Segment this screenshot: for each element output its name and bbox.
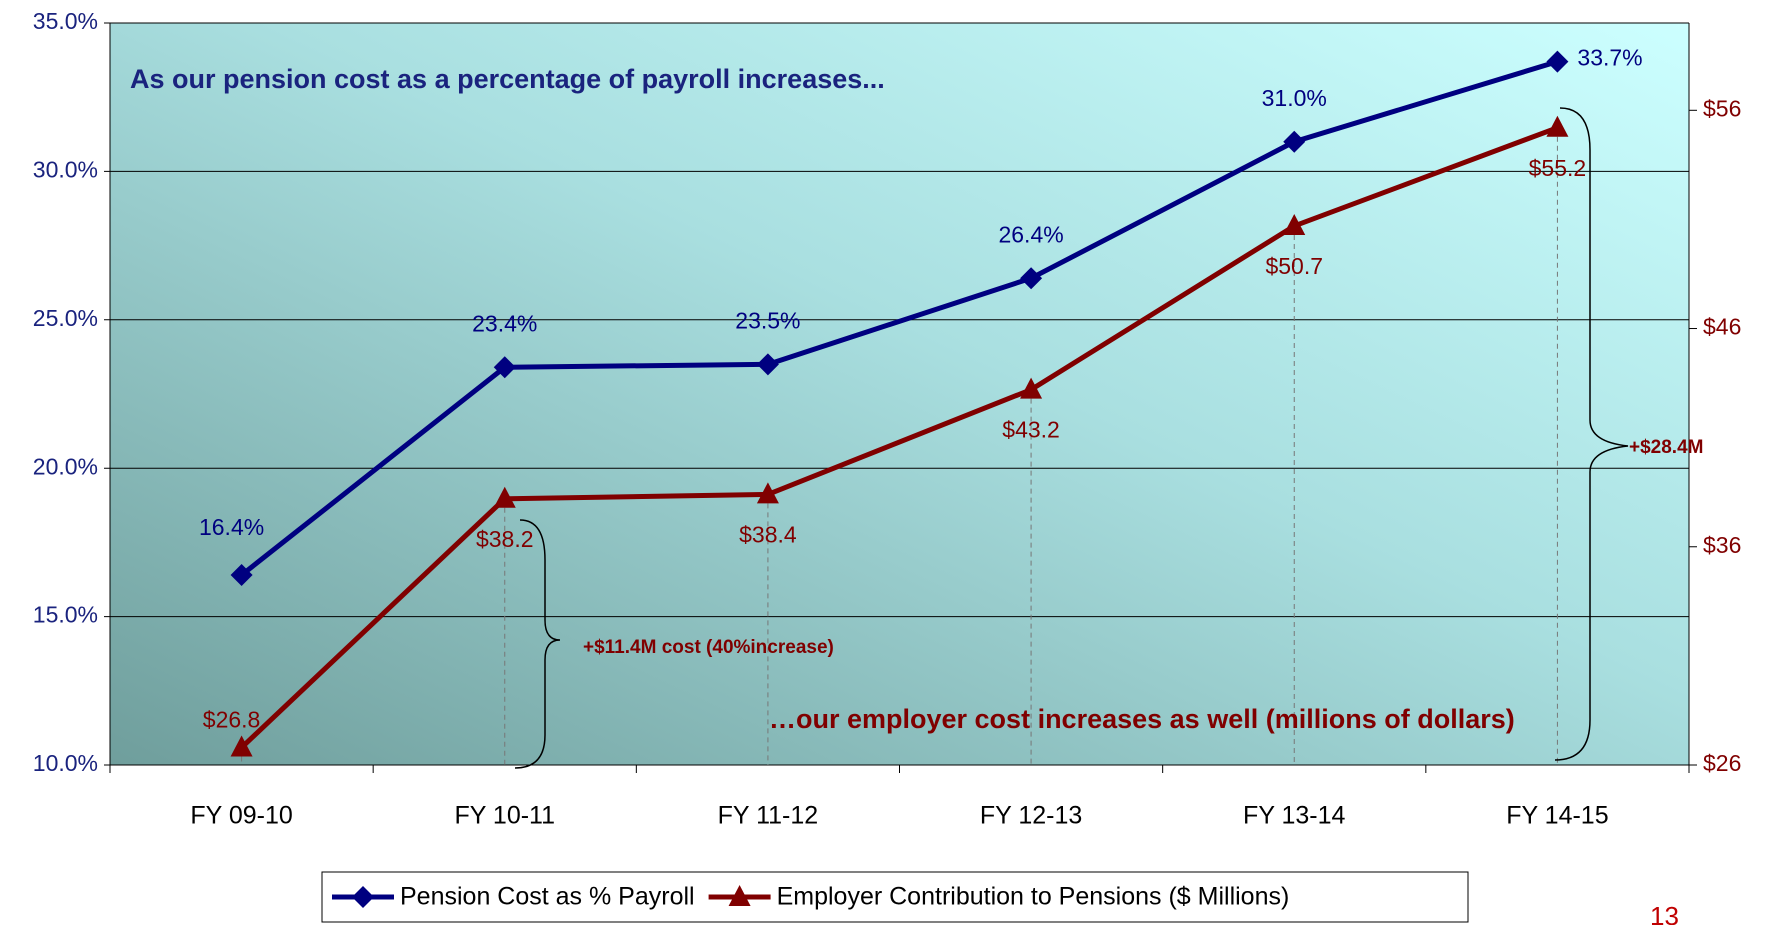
y2-tick-label: $56	[1703, 95, 1741, 121]
marker	[756, 482, 779, 504]
y-tick-label: 35.0%	[33, 8, 98, 34]
y-tick-label: 20.0%	[33, 453, 98, 479]
data-label: $50.7	[1265, 253, 1323, 279]
y-tick-label: 15.0%	[33, 602, 98, 628]
page-number: 13	[1650, 901, 1679, 925]
y2-tick-label: $36	[1703, 532, 1741, 558]
y-tick-label: 25.0%	[33, 305, 98, 331]
y-tick-label: 30.0%	[33, 156, 98, 182]
grid	[104, 22, 1697, 773]
data-label: $55.2	[1529, 155, 1587, 181]
x-tick-label: FY 13-14	[1243, 802, 1345, 830]
marker	[1020, 267, 1043, 290]
marker	[728, 885, 751, 906]
plot-area	[110, 23, 1689, 765]
data-label: 33.7%	[1577, 45, 1642, 71]
marker	[756, 353, 779, 376]
data-label: 26.4%	[998, 221, 1063, 247]
marker	[1283, 130, 1306, 153]
y2-tick-label: $26	[1703, 750, 1741, 776]
marker	[493, 356, 516, 379]
marker	[1283, 213, 1306, 235]
annotation: …our employer cost increases as well (mi…	[769, 704, 1515, 734]
data-label: 23.5%	[735, 307, 800, 333]
marker	[230, 735, 253, 757]
x-tick-label: FY 10-11	[454, 802, 555, 830]
brace	[1554, 107, 1629, 761]
annotation: As our pension cost as a percentage of p…	[130, 64, 885, 94]
data-label: $26.8	[203, 707, 261, 733]
legend-label: Employer Contribution to Pensions ($ Mil…	[777, 883, 1290, 911]
x-tick-label: FY 09-10	[190, 802, 292, 830]
marker	[1546, 50, 1569, 73]
data-label: 23.4%	[472, 310, 537, 336]
data-label: $38.4	[739, 521, 797, 547]
y2-tick-label: $46	[1703, 314, 1741, 340]
marks	[230, 50, 1569, 757]
annotation: +$28.4M	[1629, 437, 1703, 458]
x-tick-label: FY 14-15	[1506, 802, 1608, 830]
series-line	[240, 59, 1559, 578]
series-line	[239, 125, 1559, 750]
legend-label: Pension Cost as % Payroll	[400, 883, 695, 911]
marker	[1546, 115, 1569, 137]
marker	[1020, 377, 1043, 399]
legend-items: Pension Cost as % Payroll Employer Contri…	[332, 883, 1289, 911]
marker	[230, 564, 253, 587]
y-tick-label: 10.0%	[33, 750, 98, 776]
annotation: +$11.4M cost (40%increase)	[583, 637, 834, 658]
marker	[493, 486, 516, 508]
marker	[352, 886, 374, 908]
legend	[321, 871, 1469, 923]
x-tick-label: FY 11-12	[718, 802, 819, 830]
data-label: 31.0%	[1262, 85, 1327, 111]
data-label: 16.4%	[199, 514, 264, 540]
brace	[514, 519, 561, 769]
data-label: $43.2	[1002, 417, 1060, 443]
data-label: $38.2	[476, 526, 534, 552]
x-tick-label: FY 12-13	[980, 802, 1082, 830]
